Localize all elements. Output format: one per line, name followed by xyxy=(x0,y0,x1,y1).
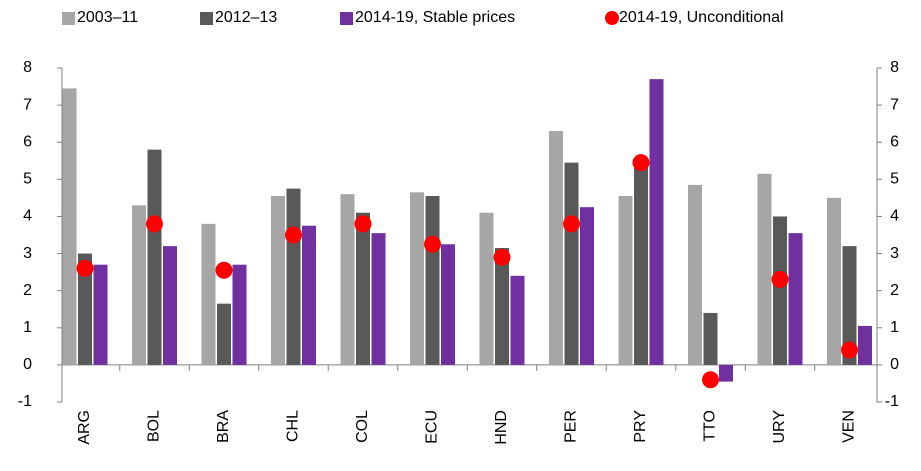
x-tick-label: CHL xyxy=(285,410,302,442)
bar xyxy=(356,212,370,365)
y2-tick-label: 2 xyxy=(890,282,899,299)
bar xyxy=(858,325,872,365)
x-tick-label: HND xyxy=(493,410,510,445)
bar xyxy=(78,253,92,365)
x-tick-label: COL xyxy=(354,410,371,443)
bar xyxy=(410,192,424,365)
bar xyxy=(757,173,772,365)
y2-tick-label: -1 xyxy=(885,393,899,410)
bar xyxy=(201,223,216,365)
y-tick-label: -1 xyxy=(18,393,32,410)
legend-marker xyxy=(200,12,213,25)
legend-label: 2014-19, Unconditional xyxy=(619,9,784,26)
bar xyxy=(688,184,702,365)
point xyxy=(632,154,650,172)
x-tick-label: TTO xyxy=(702,410,719,442)
y-tick-label: 8 xyxy=(23,59,32,76)
legend-marker xyxy=(62,12,75,25)
bar xyxy=(842,246,857,365)
bar xyxy=(618,196,633,365)
bar xyxy=(495,247,509,365)
bar xyxy=(93,264,108,365)
point xyxy=(563,215,580,233)
legend-label: 2003–11 xyxy=(77,9,138,26)
point xyxy=(354,215,372,233)
bar xyxy=(62,88,77,365)
bar xyxy=(441,244,455,365)
bar xyxy=(425,196,440,365)
bar xyxy=(163,246,177,365)
y-tick-label: 1 xyxy=(23,319,32,336)
bar xyxy=(132,205,146,365)
y-tick-label: 3 xyxy=(23,245,32,262)
x-tick-label: ECU xyxy=(424,410,441,444)
bar xyxy=(302,225,316,365)
y2-tick-label: 5 xyxy=(890,171,899,188)
legend-label: 2014-19, Stable prices xyxy=(355,9,515,26)
point xyxy=(771,271,789,289)
bar xyxy=(827,197,841,365)
bar xyxy=(773,216,787,365)
bar xyxy=(286,188,301,365)
point xyxy=(424,235,441,253)
x-tick-label: VEN xyxy=(841,410,858,443)
y-tick-label: 4 xyxy=(23,208,32,225)
x-tick-label: URY xyxy=(771,410,788,444)
bar xyxy=(580,207,594,365)
bar xyxy=(549,131,563,365)
y-tick-label: 7 xyxy=(23,96,32,113)
point xyxy=(702,371,719,389)
x-tick-label: BRA xyxy=(215,410,232,443)
bar xyxy=(340,194,355,365)
y2-tick-label: 3 xyxy=(890,245,899,262)
point xyxy=(146,215,163,233)
y2-tick-label: 0 xyxy=(890,356,899,373)
bar xyxy=(719,364,733,382)
x-tick-label: ARG xyxy=(76,410,93,445)
bar xyxy=(479,212,494,365)
legend-label: 2012–13 xyxy=(215,9,277,26)
x-tick-label: PRY xyxy=(632,410,649,443)
bar xyxy=(147,149,162,365)
y-tick-label: 5 xyxy=(23,171,32,188)
y-tick-label: 0 xyxy=(23,356,32,373)
point xyxy=(215,261,233,279)
bar xyxy=(232,264,247,365)
point xyxy=(841,341,858,359)
x-tick-label: PER xyxy=(563,410,580,443)
point xyxy=(76,259,94,277)
y-tick-label: 6 xyxy=(23,133,32,150)
y2-tick-label: 7 xyxy=(890,96,899,113)
point xyxy=(493,248,511,266)
bar xyxy=(371,233,386,365)
bar xyxy=(217,303,231,365)
bar xyxy=(271,196,285,365)
y2-tick-label: 1 xyxy=(890,319,899,336)
bar xyxy=(634,160,648,365)
bar xyxy=(564,162,579,365)
bar xyxy=(703,312,718,365)
bar xyxy=(788,233,803,365)
point xyxy=(285,226,302,244)
y2-tick-label: 4 xyxy=(890,208,899,225)
y-tick-label: 2 xyxy=(23,282,32,299)
legend-marker xyxy=(605,11,619,25)
x-tick-label: BOL xyxy=(146,410,163,442)
y2-tick-label: 6 xyxy=(890,133,899,150)
y2-tick-label: 8 xyxy=(890,59,899,76)
bar xyxy=(649,79,664,365)
bar xyxy=(510,275,525,365)
legend-marker xyxy=(340,12,353,25)
